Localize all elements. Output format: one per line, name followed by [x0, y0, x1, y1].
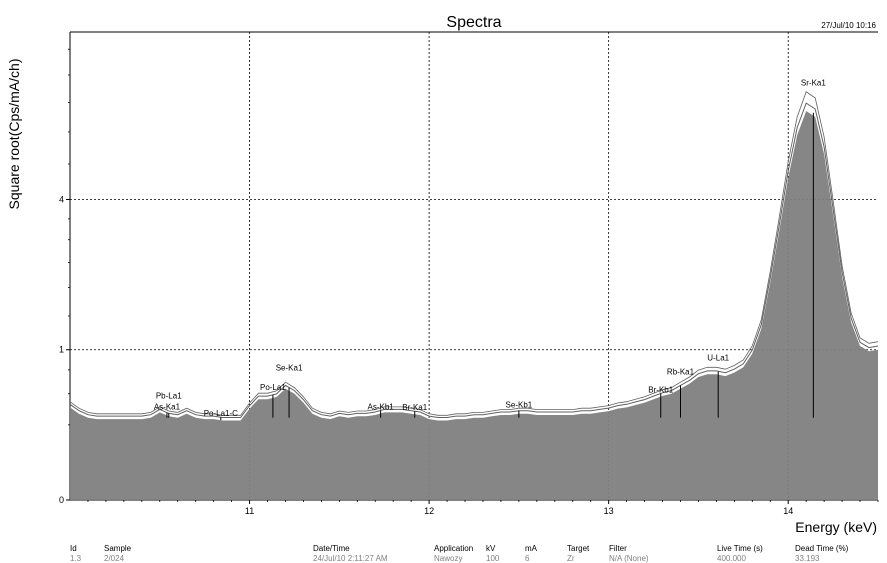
header-datetime: Date/Time — [313, 544, 350, 553]
header-kv: kV — [486, 544, 496, 553]
header-id: Id — [70, 544, 77, 553]
header-dead-time: Dead Time (%) — [795, 544, 849, 553]
chart-timestamp: 27/Jul/10 10:16 — [821, 21, 876, 30]
y-tick-label: 1 — [59, 345, 64, 355]
peak-label: Br-Ka1 — [402, 403, 427, 412]
value-live-time: 400.000 — [717, 554, 746, 563]
y-tick-label: 0 — [59, 495, 64, 505]
value-sample: 2/024 — [104, 554, 125, 563]
x-axis-label: Energy (keV) — [795, 519, 877, 535]
peak-label: Pb-La1 — [156, 391, 182, 400]
value-target: Zr — [567, 554, 575, 563]
value-kv: 100 — [486, 554, 500, 563]
header-application: Application — [434, 544, 473, 553]
peak-label: As-Kb1 — [368, 402, 395, 411]
peak-label: Rb-Ka1 — [667, 368, 695, 377]
value-id: 1.3 — [70, 554, 82, 563]
value-filter: N/A (None) — [609, 554, 649, 563]
x-tick-label: 13 — [604, 506, 614, 516]
peak-label: U-La1 — [707, 354, 729, 363]
y-tick-label: 4 — [59, 194, 64, 204]
x-tick-label: 11 — [245, 506, 254, 516]
value-datetime: 24/Jul/10 2:11:27 AM — [313, 554, 388, 563]
header-live-time: Live Time (s) — [717, 544, 763, 553]
x-tick-label: 14 — [783, 506, 793, 516]
value-dead-time: 33.193 — [795, 554, 820, 563]
peak-label: Se-Kb1 — [506, 401, 533, 410]
value-application: Nawozy — [434, 554, 462, 563]
peak-label: Br-Kb1 — [648, 386, 673, 395]
chart-title: Spectra — [446, 14, 501, 31]
peak-label: Po-La1-C — [204, 409, 238, 418]
header-target: Target — [567, 544, 590, 553]
header-sample: Sample — [104, 544, 132, 553]
peak-label: Sr-Ka1 — [801, 79, 826, 88]
peak-label: Se-Ka1 — [276, 364, 303, 373]
y-axis-label: Square root(Cps/mA/ch) — [6, 59, 22, 210]
header-filter: Filter — [609, 544, 627, 553]
x-tick-label: 12 — [424, 506, 434, 516]
value-ma: 6 — [525, 554, 530, 563]
header-ma: mA — [525, 544, 538, 553]
peak-label: Po-La1 — [260, 383, 286, 392]
peak-label: As-Ka1 — [154, 403, 181, 412]
